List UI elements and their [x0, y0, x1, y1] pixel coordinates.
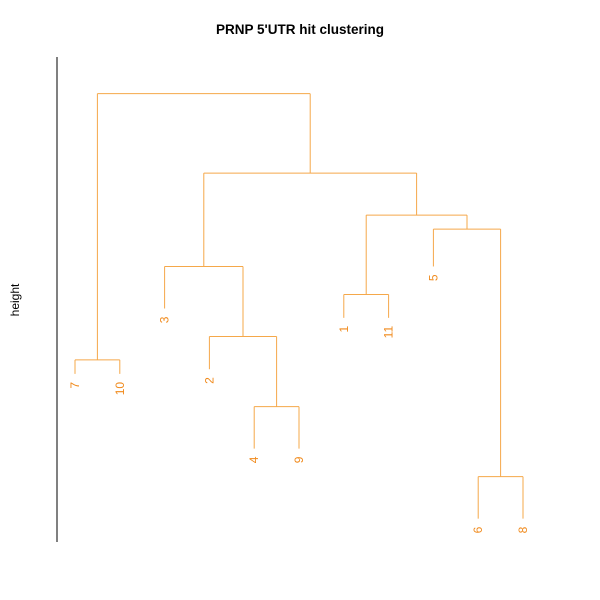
leaf-label: 8 [516, 526, 530, 533]
leaf-label: 9 [292, 456, 306, 463]
leaf-label: 6 [471, 526, 485, 533]
leaf-label: 3 [158, 316, 172, 323]
chart-title: PRNP 5'UTR hit clustering [216, 22, 384, 37]
y-axis-label: height [8, 283, 22, 316]
dendrogram-branches [74, 93, 524, 519]
leaf-label: 7 [68, 382, 82, 389]
leaf-label: 10 [113, 382, 127, 396]
leaf-label: 1 [337, 326, 351, 333]
leaf-label: 2 [202, 377, 216, 384]
leaf-label: 4 [247, 456, 261, 463]
leaf-label: 11 [382, 326, 396, 339]
leaf-label: 5 [426, 274, 440, 281]
